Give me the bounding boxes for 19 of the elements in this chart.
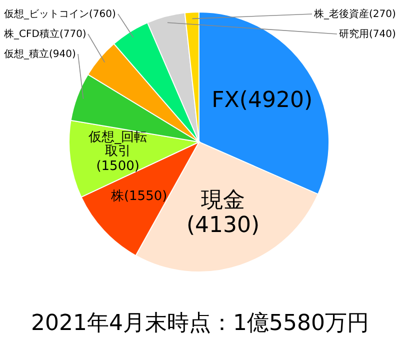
data-label: (940): [49, 49, 76, 60]
data-label: (4130): [186, 213, 260, 238]
data-label: (4920): [239, 88, 313, 114]
slice-label: 研究用: [339, 29, 369, 40]
data-label: (760): [89, 9, 116, 20]
data-label: (1550): [124, 189, 168, 204]
data-label: (740): [369, 29, 396, 40]
data-label: (770): [59, 29, 86, 40]
data-label: (270): [369, 9, 396, 20]
slice-label: 株: [110, 189, 124, 204]
text: 2021年4月末時点：1億5580万円: [30, 310, 370, 338]
slice-label: 仮想_回転取引: [88, 130, 148, 160]
slice-label: 現金: [201, 188, 246, 213]
slice-label: 仮想_ビットコイン: [4, 9, 89, 20]
slice-label: FX: [212, 88, 240, 114]
slice-label: 仮想_積立: [4, 49, 49, 60]
data-label: (1500): [96, 159, 140, 174]
slice-label: 株_CFD積立: [4, 29, 60, 40]
slice-label: 株_老後資産: [314, 9, 369, 20]
